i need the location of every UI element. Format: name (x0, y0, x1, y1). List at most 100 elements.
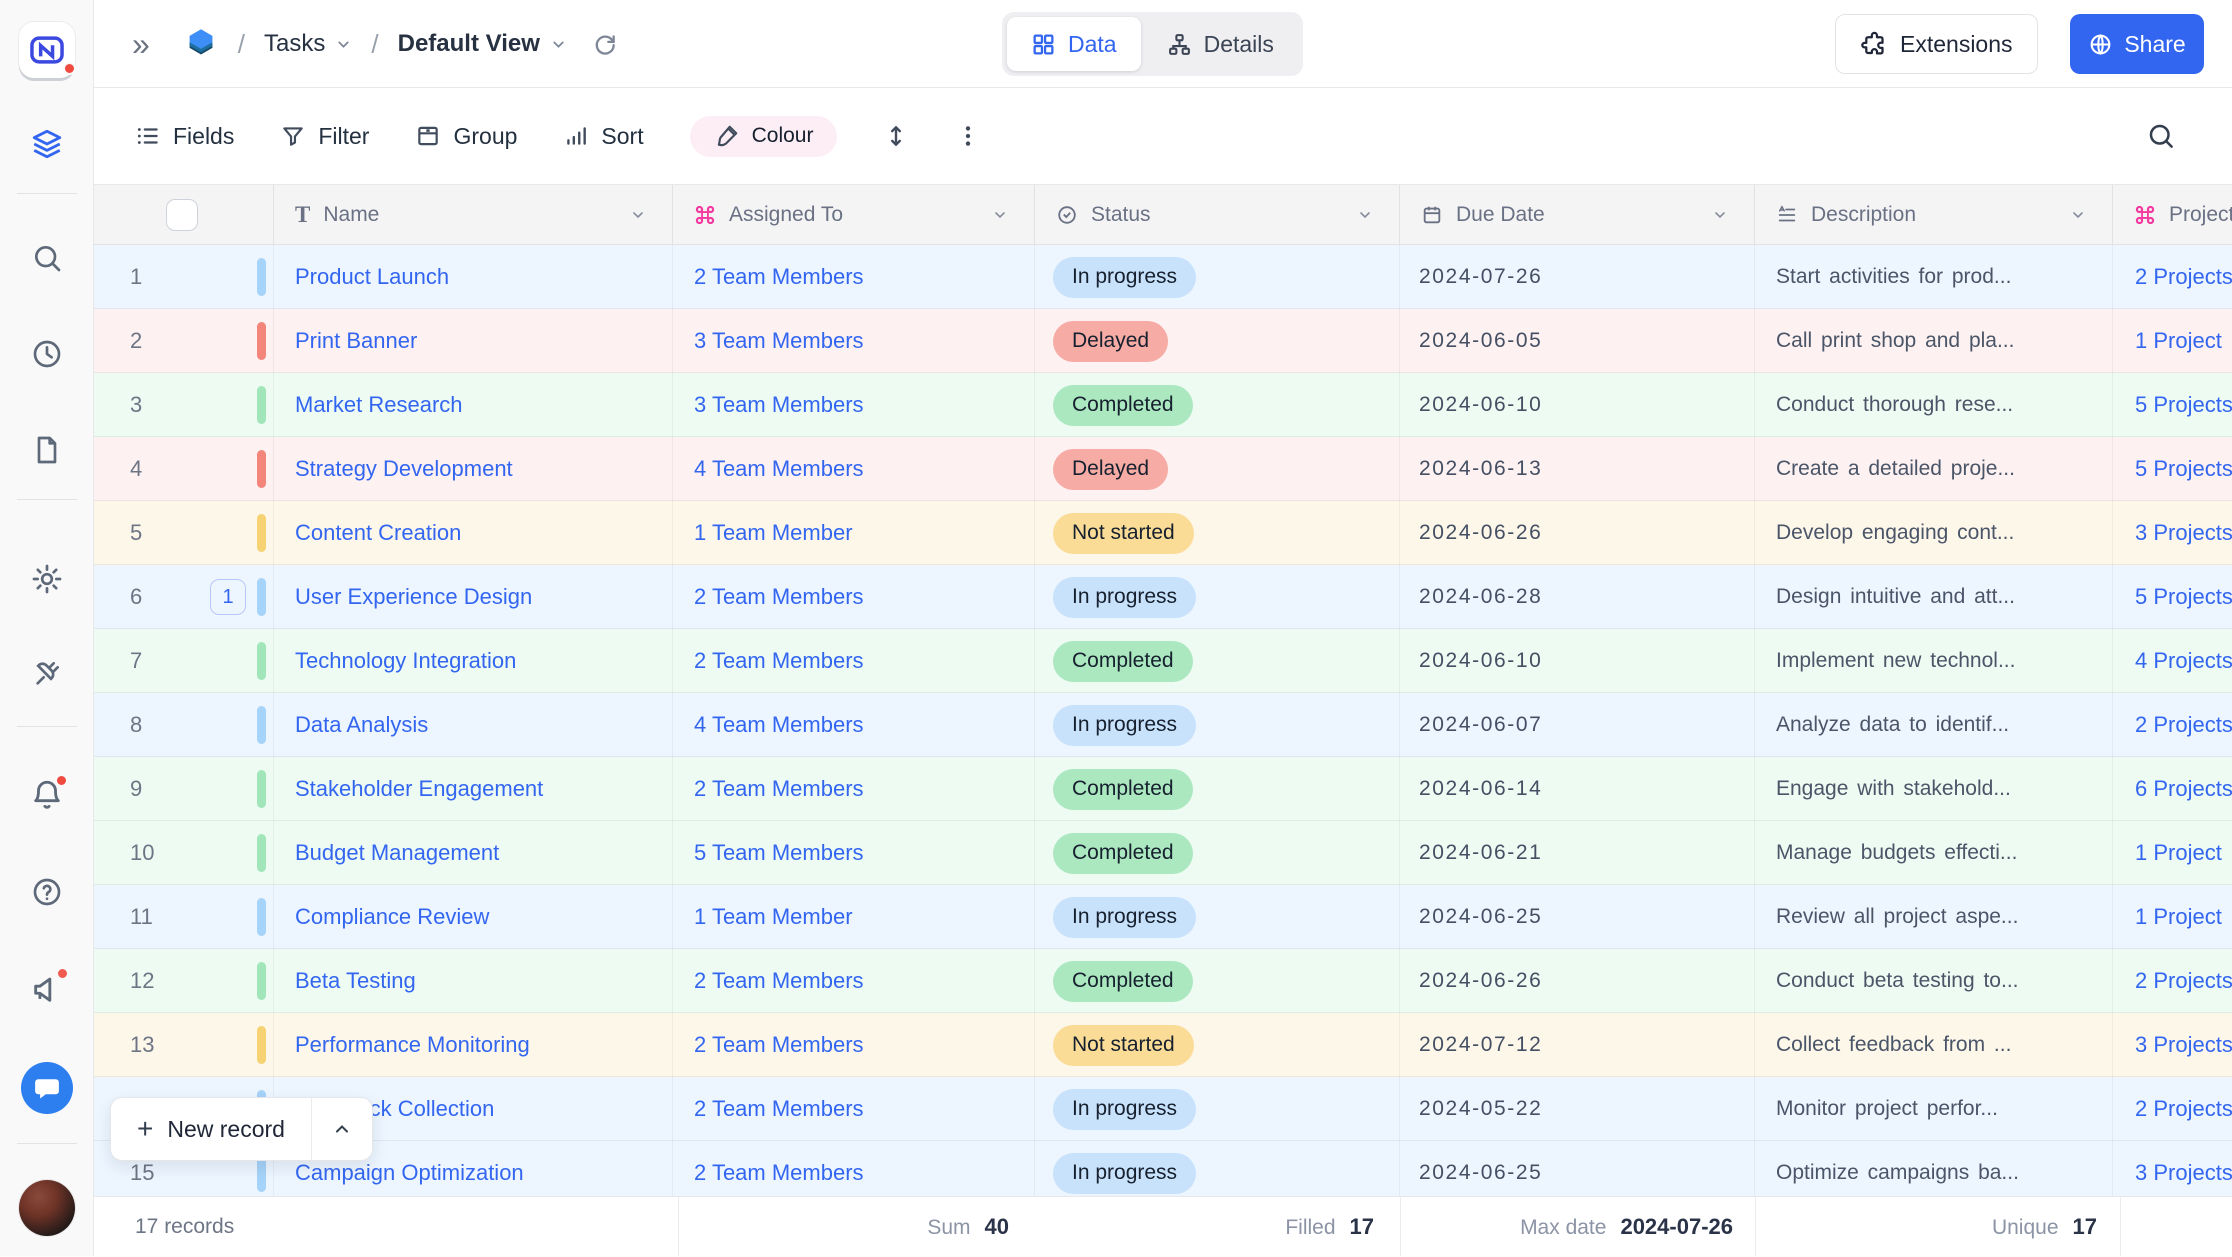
projects-cell[interactable]: 2 Projects (2113, 949, 2232, 1013)
assigned-to-cell[interactable]: 2 Team Members (673, 565, 1035, 629)
assigned-to-cell[interactable]: 4 Team Members (673, 437, 1035, 501)
record-name-link[interactable]: Campaign Optimization (295, 1160, 524, 1186)
row-height-button[interactable] (883, 123, 909, 149)
projects-link[interactable]: 1 Project (2135, 904, 2222, 930)
projects-link[interactable]: 1 Project (2135, 328, 2222, 354)
name-cell[interactable]: Strategy Development (274, 437, 673, 501)
assigned-to-cell[interactable]: 2 Team Members (673, 1013, 1035, 1077)
chevron-down-icon[interactable] (1712, 207, 1728, 223)
name-cell[interactable]: Stakeholder Engagement (274, 757, 673, 821)
name-cell[interactable]: User Experience Design (274, 565, 673, 629)
projects-link[interactable]: 5 Projects (2135, 392, 2232, 418)
assigned-to-cell[interactable]: 3 Team Members (673, 373, 1035, 437)
whats-new-megaphone-icon[interactable] (30, 972, 64, 1006)
status-cell[interactable]: In progress (1035, 693, 1400, 757)
extensions-button[interactable]: Extensions (1835, 14, 2038, 74)
description-cell[interactable]: Design intuitive and att... (1755, 565, 2113, 629)
assigned-to-link[interactable]: 4 Team Members (694, 712, 864, 738)
status-cell[interactable]: Delayed (1035, 437, 1400, 501)
projects-cell[interactable]: 1 Project (2113, 885, 2232, 949)
description-cell[interactable]: Create a detailed proje... (1755, 437, 2113, 501)
group-button[interactable]: Group (415, 123, 517, 150)
sort-button[interactable]: Sort (563, 123, 643, 150)
row-number-cell[interactable]: 8 (94, 693, 274, 757)
description-cell[interactable]: Monitor project perfor... (1755, 1077, 2113, 1141)
record-name-link[interactable]: Stakeholder Engagement (295, 776, 543, 802)
record-name-link[interactable]: Market Research (295, 392, 463, 418)
status-cell[interactable]: Delayed (1035, 309, 1400, 373)
projects-cell[interactable]: 2 Projects (2113, 693, 2232, 757)
assigned-to-cell[interactable]: 2 Team Members (673, 757, 1035, 821)
projects-cell[interactable]: 2 Projects (2113, 1077, 2232, 1141)
description-cell[interactable]: Review all project aspe... (1755, 885, 2113, 949)
base-cube-icon[interactable] (183, 26, 219, 62)
tab-data[interactable]: Data (1007, 17, 1141, 71)
projects-link[interactable]: 1 Project (2135, 840, 2222, 866)
fields-button[interactable]: Fields (135, 123, 234, 150)
assigned-to-cell[interactable]: 2 Team Members (673, 245, 1035, 309)
description-cell[interactable]: Engage with stakehold... (1755, 757, 2113, 821)
projects-cell[interactable]: 1 Project (2113, 309, 2232, 373)
refresh-icon[interactable] (592, 31, 618, 57)
column-header-projects[interactable]: Projects (2113, 185, 2232, 245)
name-cell[interactable]: Beta Testing (274, 949, 673, 1013)
record-name-link[interactable]: Performance Monitoring (295, 1032, 530, 1058)
chevron-down-icon[interactable] (630, 207, 646, 223)
due-date-cell[interactable]: 2024-06-05 (1400, 309, 1755, 373)
column-header-due-date[interactable]: Due Date (1400, 185, 1755, 245)
settings-gear-icon[interactable] (30, 562, 64, 596)
recent-clock-icon[interactable] (31, 338, 63, 370)
assigned-to-link[interactable]: 2 Team Members (694, 968, 864, 994)
due-date-cell[interactable]: 2024-06-26 (1400, 949, 1755, 1013)
notifications-bell-icon[interactable] (30, 778, 64, 812)
base-layers-icon[interactable] (30, 127, 64, 161)
row-number-cell[interactable]: 12 (94, 949, 274, 1013)
description-cell[interactable]: Analyze data to identif... (1755, 693, 2113, 757)
breadcrumb-view[interactable]: Default View (398, 30, 567, 58)
chevron-down-icon[interactable] (1357, 207, 1373, 223)
assigned-to-cell[interactable]: 1 Team Member (673, 501, 1035, 565)
filter-button[interactable]: Filter (280, 123, 369, 150)
record-name-link[interactable]: Data Analysis (295, 712, 428, 738)
record-name-link[interactable]: Strategy Development (295, 456, 513, 482)
column-header-status[interactable]: Status (1035, 185, 1400, 245)
name-cell[interactable]: Print Banner (274, 309, 673, 373)
assigned-to-link[interactable]: 2 Team Members (694, 1160, 864, 1186)
column-header-name[interactable]: T Name (274, 185, 673, 245)
record-name-link[interactable]: Product Launch (295, 264, 449, 290)
chevron-down-icon[interactable] (2070, 207, 2086, 223)
user-avatar[interactable] (19, 1180, 75, 1236)
projects-link[interactable]: 2 Projects (2135, 968, 2232, 994)
name-cell[interactable]: Technology Integration (274, 629, 673, 693)
new-record-main[interactable]: + New record (111, 1098, 311, 1160)
name-cell[interactable]: Compliance Review (274, 885, 673, 949)
projects-link[interactable]: 6 Projects (2135, 776, 2232, 802)
due-date-cell[interactable]: 2024-06-28 (1400, 565, 1755, 629)
due-date-cell[interactable]: 2024-07-26 (1400, 245, 1755, 309)
assigned-to-link[interactable]: 2 Team Members (694, 776, 864, 802)
colour-button[interactable]: Colour (690, 116, 838, 157)
row-number-cell[interactable]: 9 (94, 757, 274, 821)
assigned-to-link[interactable]: 3 Team Members (694, 392, 864, 418)
breadcrumb-table[interactable]: Tasks (264, 30, 352, 58)
assigned-to-link[interactable]: 1 Team Member (694, 904, 853, 930)
assigned-to-cell[interactable]: 1 Team Member (673, 885, 1035, 949)
assigned-to-link[interactable]: 1 Team Member (694, 520, 853, 546)
assigned-to-link[interactable]: 5 Team Members (694, 840, 864, 866)
row-number-cell[interactable]: 11 (94, 885, 274, 949)
name-cell[interactable]: Content Creation (274, 501, 673, 565)
assigned-to-cell[interactable]: 2 Team Members (673, 629, 1035, 693)
due-date-cell[interactable]: 2024-06-26 (1400, 501, 1755, 565)
select-all-checkbox[interactable] (166, 199, 198, 231)
row-number-cell[interactable]: 4 (94, 437, 274, 501)
description-cell[interactable]: Call print shop and pla... (1755, 309, 2113, 373)
due-date-cell[interactable]: 2024-06-13 (1400, 437, 1755, 501)
assigned-to-link[interactable]: 2 Team Members (694, 584, 864, 610)
assigned-to-link[interactable]: 2 Team Members (694, 648, 864, 674)
assigned-to-cell[interactable]: 2 Team Members (673, 949, 1035, 1013)
record-name-link[interactable]: User Experience Design (295, 584, 532, 610)
row-number-cell[interactable]: 7 (94, 629, 274, 693)
assigned-to-link[interactable]: 2 Team Members (694, 1032, 864, 1058)
